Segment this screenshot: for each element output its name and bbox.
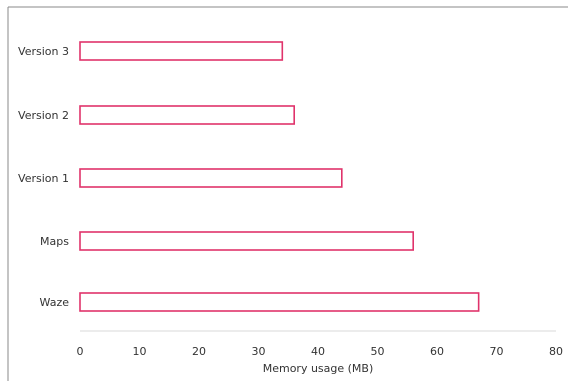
- bar-version-1: [79, 168, 343, 188]
- category-label-version-2: Version 2: [18, 109, 69, 122]
- x-tick-label-70: 70: [490, 345, 504, 358]
- x-tick-label-50: 50: [371, 345, 385, 358]
- x-tick-label-20: 20: [192, 345, 206, 358]
- x-tick-label-10: 10: [133, 345, 147, 358]
- category-label-version-3: Version 3: [18, 45, 69, 58]
- x-tick-label-0: 0: [77, 345, 84, 358]
- x-axis-title: Memory usage (MB): [263, 362, 374, 375]
- bar-maps: [79, 231, 415, 251]
- category-label-maps: Maps: [40, 235, 69, 248]
- x-tick-label-30: 30: [252, 345, 266, 358]
- category-label-version-1: Version 1: [18, 172, 69, 185]
- category-labels: Version 3 Version 2 Version 1 Maps Waze: [18, 45, 69, 309]
- bar-version-2: [79, 105, 295, 125]
- x-tick-label-60: 60: [430, 345, 444, 358]
- bar-waze: [79, 292, 480, 312]
- x-tick-label-40: 40: [311, 345, 325, 358]
- x-tick-label-80: 80: [549, 345, 563, 358]
- bars-group: [79, 41, 480, 312]
- x-tick-labels: 0 10 20 30 40 50 60 70 80: [77, 345, 564, 358]
- category-label-waze: Waze: [40, 296, 70, 309]
- bar-version-3: [79, 41, 284, 61]
